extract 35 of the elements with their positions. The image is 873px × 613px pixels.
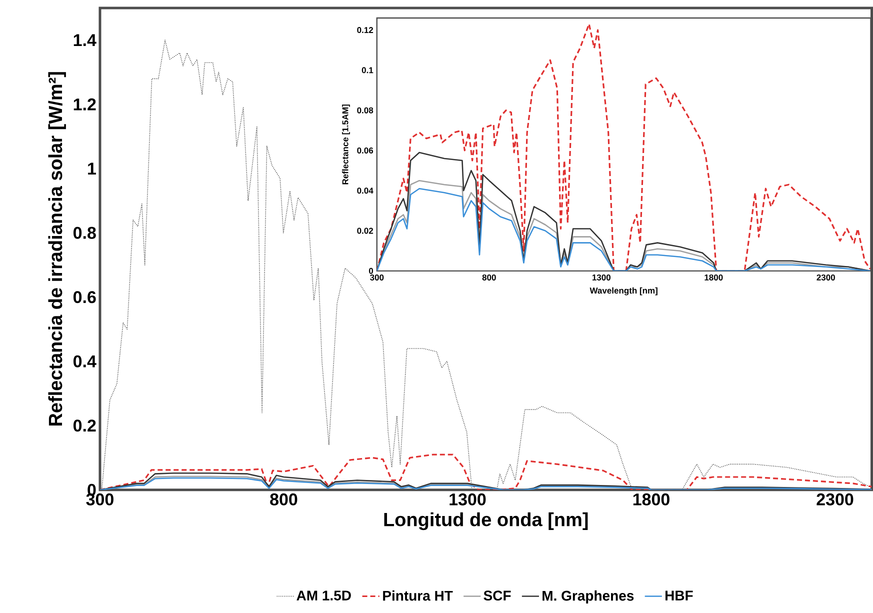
x-tick-label: 1300	[450, 493, 486, 506]
line-series	[376, 23, 871, 271]
x-axis-title: Longitud de onda [nm]	[384, 512, 588, 530]
x-tick-label: 1800	[633, 493, 670, 506]
y-tick-label: 1	[88, 162, 96, 175]
y-tick-label: 0.04	[357, 188, 374, 194]
y-tick-label: 1.4	[74, 34, 96, 46]
y-tick-label: 0.6	[73, 291, 96, 304]
legend-label: AM 1.5D	[296, 590, 351, 601]
y-tick-label: 0.12	[357, 27, 374, 34]
y-tick-label: 0.06	[357, 148, 374, 154]
x-tick-label: 2300	[816, 274, 835, 281]
x-tick-label: 2300	[816, 493, 854, 506]
y-axis-title: Reflectancia de irradiancia solar [W/m²]	[48, 72, 66, 426]
legend-label: Pintura HT	[383, 590, 453, 601]
y-tick-label: 0	[368, 268, 374, 274]
legend-label: SCF	[484, 590, 511, 601]
line-series	[100, 472, 872, 490]
legend-label: M. Graphenes	[542, 590, 634, 604]
x-tick-label: 800	[482, 274, 496, 281]
x-tick-label: 300	[370, 274, 384, 281]
y-tick-label: 0.4	[73, 355, 96, 368]
line-series	[100, 454, 872, 490]
legend-label: HBF	[665, 590, 693, 600]
y-tick-label: 0.02	[357, 228, 374, 234]
x-axis-title: Wavelength [nm]	[590, 287, 658, 296]
x-tick-label: 800	[270, 493, 298, 506]
y-tick-label: 0.1	[362, 67, 374, 74]
y-axis-title: Reflectance [1.5AM]	[342, 104, 350, 184]
y-tick-label: 1.2	[74, 98, 96, 110]
y-tick-label: 0.8	[73, 226, 96, 239]
y-tick-label: 0.08	[357, 107, 374, 114]
y-tick-label: 0.2	[73, 420, 96, 432]
x-tick-label: 1800	[704, 274, 723, 281]
x-tick-label: 1300	[592, 274, 610, 281]
